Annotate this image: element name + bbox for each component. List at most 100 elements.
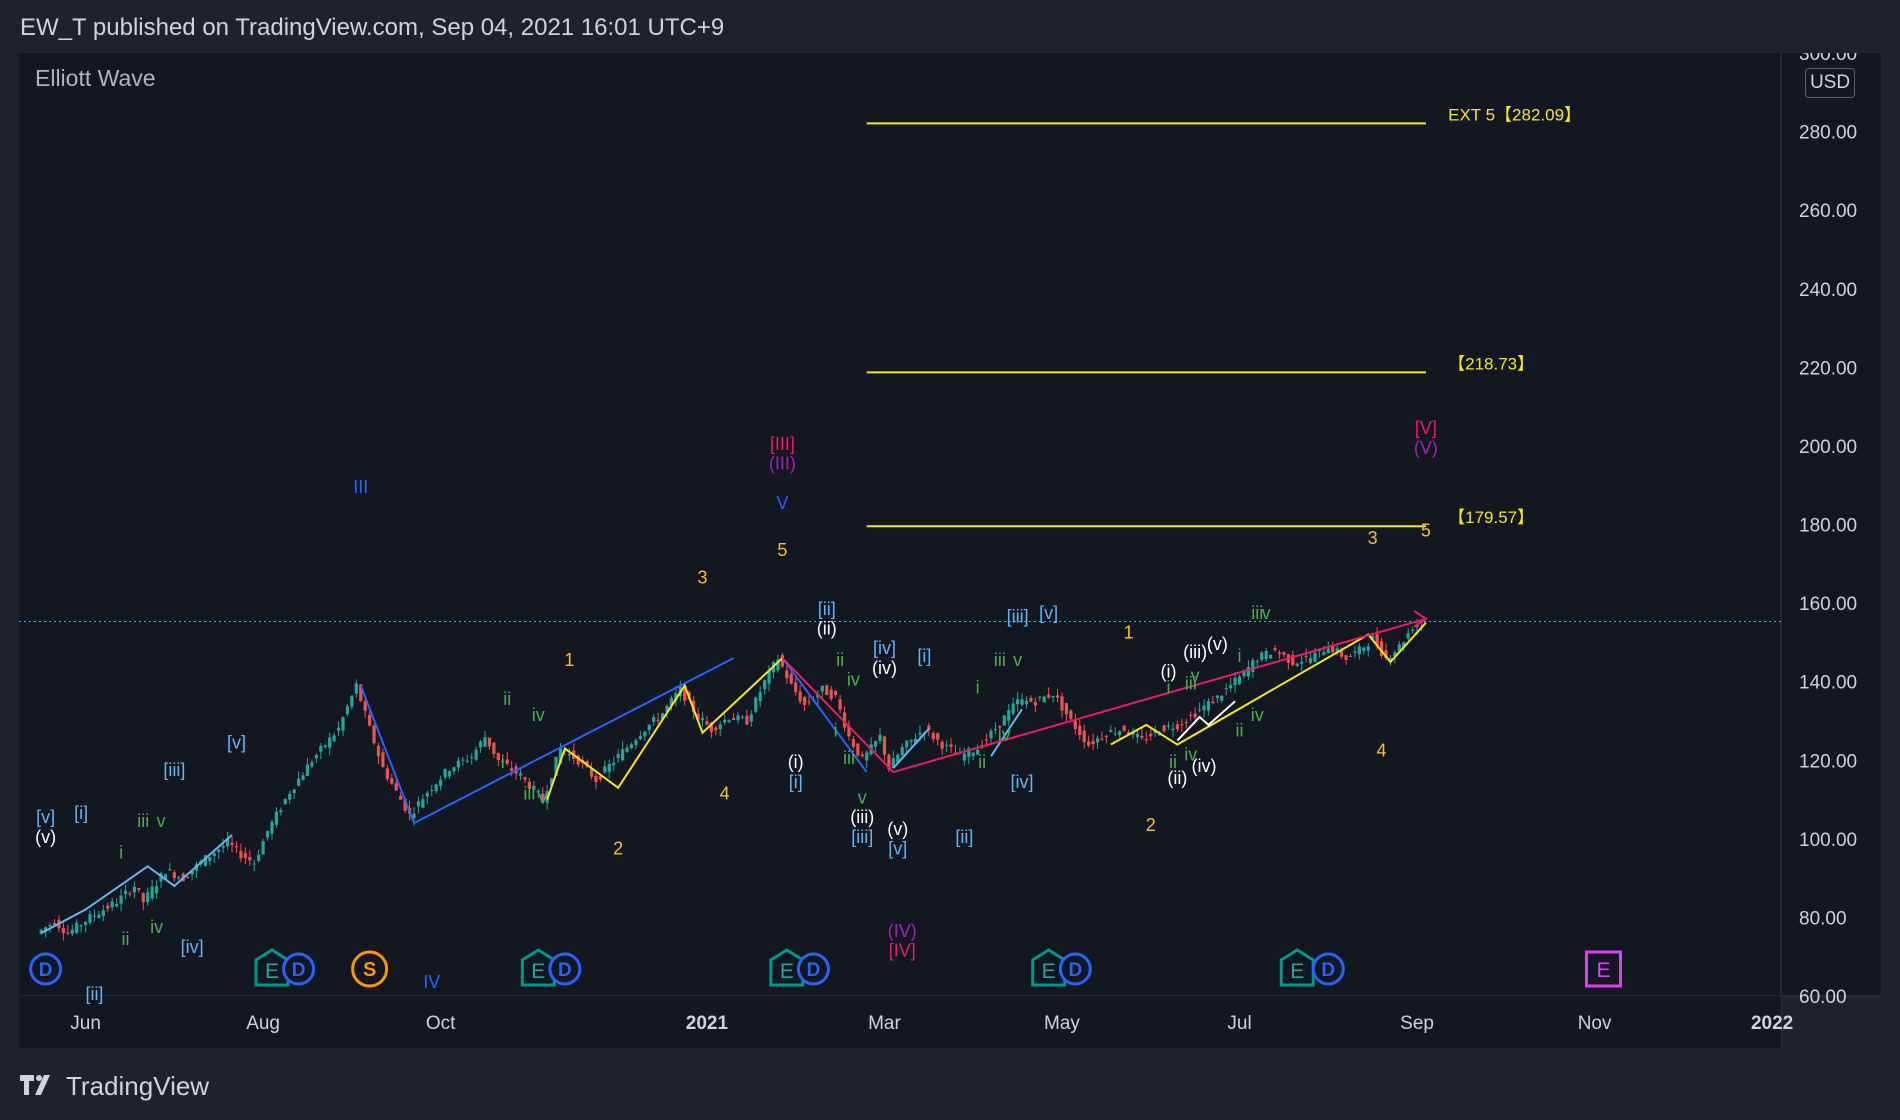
candle-body [350,695,354,707]
candle-body [1126,732,1131,735]
wave-label: [ii] [85,984,103,1004]
candle-body [1007,709,1011,721]
candle-body [1011,703,1015,714]
candle-body [319,745,323,752]
candle-body [221,845,225,848]
candle-body [399,796,403,800]
wave-label: (III) [769,453,796,473]
wave-line [781,617,1427,774]
candle-body [430,790,434,792]
wave-label: [i] [74,803,88,823]
x-tick-label: 2022 [1751,1013,1793,1034]
wave-label: [v] [36,807,55,827]
dividend-event-label: D [1068,960,1082,981]
footer-brand[interactable]: TradingView [20,1068,209,1104]
dividend-event-label: D [807,960,821,981]
y-tick-label: 120.00 [1799,751,1857,772]
candle-body [1295,663,1299,666]
candle-body [847,725,851,737]
candle-body [594,775,598,783]
chart-frame[interactable]: Elliott Wave 60.00 80.00 100.00 120.00 140.00… [19,53,1881,1048]
y-tick-label: 300.00 [1799,53,1857,65]
candle-body [341,717,345,731]
candle-body [119,895,123,904]
candle-body [696,713,700,720]
wave-label: 1 [1124,622,1134,642]
candle-body [834,690,838,696]
candle-body [1335,648,1339,652]
earnings-event-label: E [531,960,545,983]
candle-body [1313,652,1317,662]
candle-body [385,768,389,779]
candle-body [589,768,594,777]
candle-body [1073,720,1077,729]
candle-body [381,752,385,768]
wave-label: [iii] [851,827,873,847]
candle-body [1375,634,1379,647]
candle-body [998,725,1002,728]
candle-body [1237,676,1242,685]
wave-label: (iv) [872,658,897,678]
candle-body [1029,697,1033,702]
candle-body [1233,677,1237,686]
wave-label: ii [122,929,130,949]
candle-body [1095,738,1100,743]
wave-label: iii [523,784,535,804]
wave-arrowhead [1413,609,1428,628]
candle-body [1322,652,1326,655]
candle-body [736,715,740,721]
candle-body [1326,648,1330,654]
candle-body [447,771,452,777]
currency-badge[interactable]: USD [1805,68,1855,98]
target-level-label: 【218.73】 [1448,354,1534,373]
candle-body [336,727,341,731]
candle-body [709,722,713,732]
candle-body [239,851,243,859]
candle-body [470,756,474,758]
wave-label: ii [503,689,511,709]
wave-label: [ii] [955,827,973,847]
candle-body [669,698,674,706]
candle-body [292,789,296,794]
candle-body [243,853,247,859]
chart-svg[interactable]: Elliott Wave 60.00 80.00 100.00 120.00 140.00… [19,53,1881,1048]
candle-body [1140,735,1144,738]
candle-body [270,821,274,834]
candle-body [510,768,514,771]
wave-label: [v] [888,839,907,859]
candle-body [1384,650,1388,659]
wave-line [781,657,868,773]
candle-body [123,890,128,895]
wave-label: iv [1184,744,1197,764]
x-tick-label: Aug [246,1013,280,1034]
candle-body [634,740,638,746]
candle-body [700,717,705,721]
plot-area [19,53,1781,996]
wave-label: V [776,493,788,513]
dividend-event-icon [282,952,316,986]
candle-body [1304,655,1308,657]
candle-body [323,745,327,748]
candle-body [900,747,904,756]
candle-body [106,905,110,909]
wave-label: [i] [917,646,931,666]
candle-body [1406,633,1410,639]
candle-body [66,932,70,934]
candle-body [1255,661,1259,663]
candle-body [1042,696,1046,703]
candle-body [297,778,301,786]
candle-body [1215,695,1219,698]
earnings-future-icon [1584,950,1622,988]
x-tick-label: 2021 [686,1013,729,1034]
candle-body [518,773,523,776]
candle-body [314,755,318,759]
dividend-event-label: D [292,960,306,981]
candle-body [496,752,500,760]
candle-body [927,725,931,730]
candle-body [1242,670,1246,677]
candle-body [1371,635,1375,640]
candle-body [532,785,536,790]
wave-label: v [858,787,867,807]
wave-label: iii [843,748,855,768]
candle-body [154,885,159,894]
